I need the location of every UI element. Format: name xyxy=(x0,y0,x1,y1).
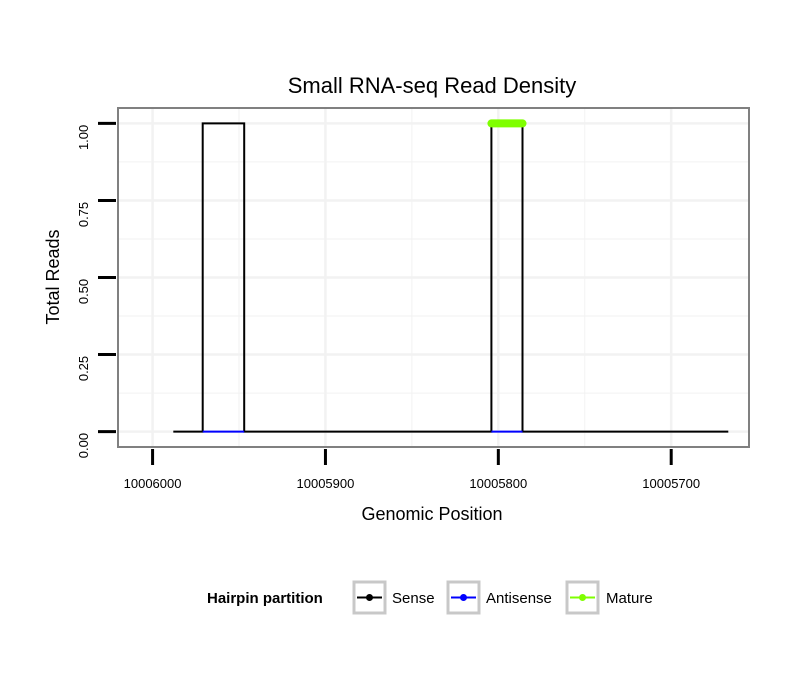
series-layer xyxy=(173,119,729,433)
y-tick-label: 0.50 xyxy=(76,279,91,304)
grid xyxy=(119,109,748,446)
y-tick-label: 0.25 xyxy=(76,356,91,381)
x-tick-label: 10006000 xyxy=(124,476,182,491)
legend-key-sense xyxy=(352,580,387,615)
sense-series-line xyxy=(173,122,729,433)
y-axis-title: Total Reads xyxy=(43,229,63,324)
y-tick-label: 0.75 xyxy=(76,202,91,227)
legend-key-mature xyxy=(565,580,600,615)
legend-key-point xyxy=(579,594,586,601)
legend-key-point xyxy=(366,594,373,601)
x-tick-label: 10005800 xyxy=(469,476,527,491)
legend-title: Hairpin partition xyxy=(207,590,323,607)
legend-label-antisense: Antisense xyxy=(486,590,552,607)
chart-title: Small RNA-seq Read Density xyxy=(288,73,577,98)
legend: Hairpin partition Sense Antisense Mature xyxy=(207,580,653,615)
x-tick-label: 10005700 xyxy=(642,476,700,491)
y-tick-label: 0.00 xyxy=(76,433,91,458)
y-tick-label: 1.00 xyxy=(76,125,91,150)
legend-label-sense: Sense xyxy=(392,590,435,607)
legend-key-antisense xyxy=(446,580,481,615)
y-axis: 0.00 0.25 0.50 0.75 1.00 xyxy=(76,121,116,458)
legend-key-point xyxy=(460,594,467,601)
x-tick-label: 10005900 xyxy=(297,476,355,491)
x-axis-title: Genomic Position xyxy=(361,504,502,524)
legend-label-mature: Mature xyxy=(606,590,653,607)
x-axis: 10006000 10005900 10005800 10005700 xyxy=(124,449,700,491)
